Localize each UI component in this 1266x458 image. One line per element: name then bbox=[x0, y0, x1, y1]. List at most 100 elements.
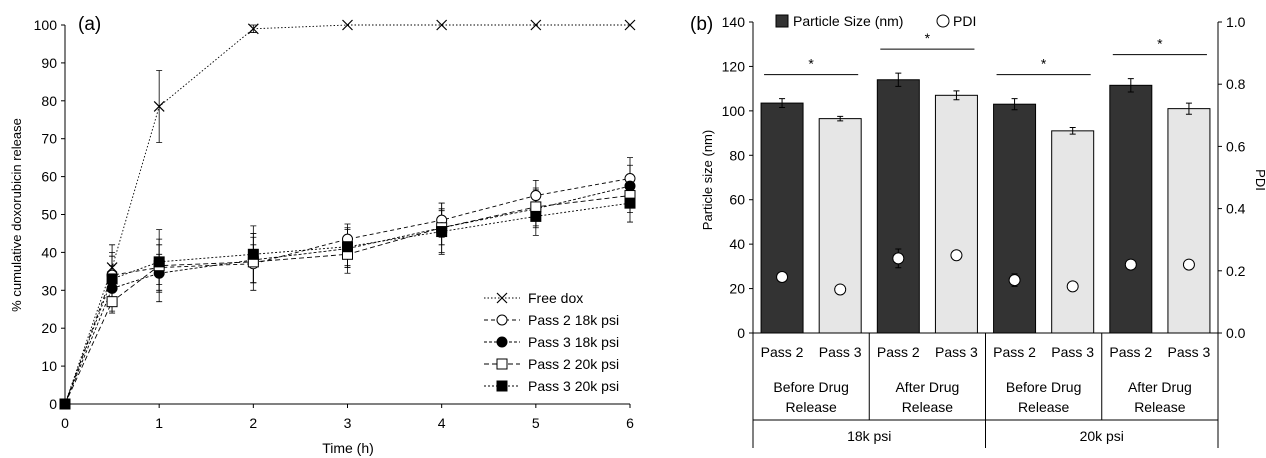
series-line bbox=[64, 202, 631, 405]
group-label: After Drug bbox=[1128, 379, 1192, 395]
data-point bbox=[342, 241, 353, 253]
legend-label: Pass 2 18k psi bbox=[528, 312, 619, 328]
series-line bbox=[64, 24, 630, 405]
series-line bbox=[64, 185, 631, 405]
panel-b-y-tick-label: 120 bbox=[722, 58, 746, 74]
panel-b-y-tick-label: 20 bbox=[729, 281, 745, 297]
panel-a-x-tick-label: 5 bbox=[532, 415, 540, 431]
data-point bbox=[106, 296, 118, 308]
bar bbox=[760, 102, 804, 334]
category-label: Pass 2 bbox=[761, 344, 804, 360]
legend-marker bbox=[496, 358, 508, 370]
error-bar bbox=[1011, 98, 1018, 111]
series-line bbox=[64, 195, 631, 405]
bar bbox=[876, 79, 920, 334]
error-bar bbox=[1185, 102, 1192, 115]
data-point bbox=[436, 19, 448, 31]
panel-b-y-tick-label: 100 bbox=[722, 103, 746, 119]
pdi-point bbox=[834, 283, 847, 296]
data-point bbox=[247, 248, 259, 260]
panel-a-y-tick-label: 30 bbox=[41, 282, 57, 298]
data-point bbox=[624, 180, 636, 192]
panel-a-x-tick-label: 4 bbox=[438, 415, 446, 431]
panel-b-y-axis-label: Particle size (nm) bbox=[700, 130, 715, 230]
bar bbox=[1051, 130, 1095, 334]
legend-marker bbox=[496, 314, 508, 326]
panel-a-x-tick-label: 0 bbox=[61, 415, 69, 431]
panel-a-x-tick-label: 3 bbox=[344, 415, 352, 431]
bar bbox=[993, 103, 1037, 334]
data-point bbox=[530, 190, 542, 202]
significance-marker: * bbox=[808, 56, 814, 72]
supergroup-label: 20k psi bbox=[1080, 428, 1124, 444]
legend-swatch-pdi bbox=[936, 14, 950, 28]
panel-a-x-tick-label: 6 bbox=[626, 415, 634, 431]
error-bar bbox=[779, 98, 786, 109]
legend-swatch-particle-size bbox=[775, 14, 789, 28]
panel-a-y-tick-label: 20 bbox=[41, 320, 57, 336]
pdi-point bbox=[1008, 274, 1021, 287]
group-label: Release bbox=[1018, 399, 1070, 415]
data-point bbox=[436, 226, 448, 238]
legend-label: Pass 2 20k psi bbox=[528, 356, 619, 372]
panel-a-label: (a) bbox=[78, 14, 101, 35]
category-label: Pass 3 bbox=[1168, 344, 1211, 360]
category-label: Pass 2 bbox=[877, 344, 920, 360]
data-point bbox=[106, 273, 118, 285]
panel-b-label: (b) bbox=[690, 14, 713, 35]
pdi-point bbox=[892, 252, 905, 265]
supergroup-label: 18k psi bbox=[847, 428, 891, 444]
legend-label: Free dox bbox=[528, 290, 583, 306]
error-bar bbox=[837, 115, 844, 122]
panel-a-x-tick-label: 1 bbox=[155, 415, 163, 431]
group-label: Release bbox=[1134, 399, 1186, 415]
error-bar bbox=[953, 90, 960, 101]
category-label: Pass 3 bbox=[935, 344, 978, 360]
category-label: Pass 3 bbox=[819, 344, 862, 360]
group-label: Before Drug bbox=[1006, 379, 1081, 395]
panel-a-y-tick-label: 100 bbox=[34, 17, 58, 33]
panel-a-y-tick-label: 0 bbox=[49, 396, 57, 412]
data-point bbox=[624, 197, 636, 209]
data-point bbox=[530, 19, 542, 31]
legend-marker bbox=[496, 292, 508, 304]
panel-a-y-tick-label: 80 bbox=[41, 93, 57, 109]
data-point bbox=[59, 398, 71, 410]
panel-a-y-tick-label: 10 bbox=[41, 358, 57, 374]
group-label: Release bbox=[785, 399, 837, 415]
group-label: Before Drug bbox=[773, 379, 848, 395]
panel-a-y-axis-label: % cumulative doxorubicin release bbox=[9, 118, 24, 312]
significance-marker: * bbox=[1157, 36, 1163, 52]
bar bbox=[1109, 84, 1153, 334]
legend-label: Pass 3 20k psi bbox=[528, 378, 619, 394]
panel-a-y-tick-label: 60 bbox=[41, 169, 57, 185]
pdi-point bbox=[1066, 280, 1079, 293]
bar bbox=[934, 94, 978, 334]
legend-marker bbox=[496, 336, 508, 348]
panel-a-x-axis-label: Time (h) bbox=[322, 440, 374, 456]
panel-b-y2-axis-label: PDI bbox=[1253, 169, 1266, 191]
bar bbox=[1167, 108, 1211, 334]
data-point bbox=[624, 19, 636, 31]
data-point bbox=[247, 23, 259, 35]
error-bar bbox=[1127, 78, 1134, 93]
series-line bbox=[64, 178, 631, 405]
pdi-point bbox=[776, 271, 789, 284]
panel-b-y2-tick-label: 0.8 bbox=[1226, 76, 1246, 92]
legend-label: Particle Size (nm) bbox=[793, 13, 903, 29]
category-label: Pass 2 bbox=[1109, 344, 1152, 360]
error-bar bbox=[1069, 127, 1076, 135]
data-point bbox=[530, 201, 542, 213]
legend-label: PDI bbox=[953, 13, 976, 29]
panel-a-x-tick-label: 2 bbox=[249, 415, 257, 431]
panel-b-y-tick-label: 60 bbox=[729, 192, 745, 208]
panel-b-y-tick-label: 80 bbox=[729, 147, 745, 163]
data-point bbox=[153, 101, 165, 112]
category-label: Pass 3 bbox=[1051, 344, 1094, 360]
panel-b-y2-tick-label: 0.0 bbox=[1226, 325, 1246, 341]
group-label: After Drug bbox=[895, 379, 959, 395]
panel-b-y2-tick-label: 1.0 bbox=[1226, 14, 1246, 30]
data-point bbox=[153, 256, 165, 268]
panel-a-y-tick-label: 70 bbox=[41, 131, 57, 147]
